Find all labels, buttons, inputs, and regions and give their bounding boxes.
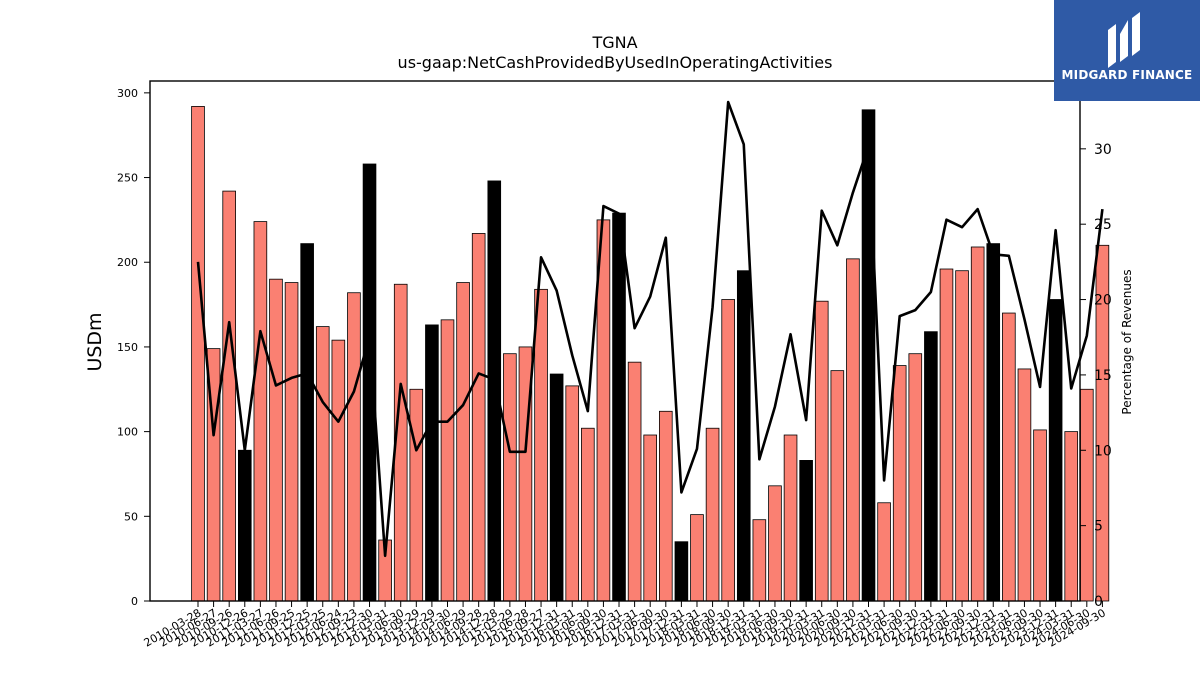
bar — [1017, 368, 1032, 602]
bar — [253, 221, 268, 602]
bar — [1002, 312, 1016, 602]
bar — [269, 278, 283, 602]
bar — [799, 460, 813, 602]
y2-tick-label: 20 — [1094, 293, 1112, 309]
chart-subtitle: us-gaap:NetCashProvidedByUsedInOperating… — [398, 53, 833, 72]
y-tick-label: 250 — [117, 172, 138, 185]
plot-frame — [149, 80, 1081, 602]
bar — [830, 370, 845, 602]
bar — [425, 324, 439, 602]
bar — [1033, 429, 1047, 602]
bar — [1048, 299, 1063, 602]
brand-logo: MIDGARD FINANCE — [1054, 0, 1200, 101]
bar — [331, 339, 346, 602]
bar — [877, 502, 891, 602]
y-tick-label: 0 — [131, 595, 138, 608]
chart-title: TGNA — [591, 33, 637, 52]
bar — [908, 353, 923, 602]
bar — [237, 449, 252, 602]
bar — [284, 282, 299, 602]
bar — [705, 427, 720, 602]
bar — [503, 353, 517, 602]
bar — [970, 246, 985, 602]
bar — [456, 282, 470, 602]
bar — [892, 365, 907, 602]
bar — [768, 485, 782, 602]
bar — [752, 519, 767, 602]
brand-name: MIDGARD FINANCE — [1061, 68, 1193, 82]
bar — [736, 270, 751, 602]
y2-tick-label: 30 — [1094, 142, 1112, 158]
bar — [690, 514, 704, 602]
y2-tick-label: 0 — [1094, 594, 1103, 610]
midgard-logo-icon — [1108, 12, 1140, 68]
bar — [861, 109, 876, 602]
bar — [222, 190, 236, 602]
bar — [955, 270, 969, 602]
bar — [939, 268, 954, 602]
bar — [924, 331, 938, 602]
bar — [674, 541, 689, 602]
bar — [315, 326, 330, 602]
bar — [565, 385, 580, 602]
y-axis-label: USDm — [84, 312, 106, 371]
y2-tick-label: 10 — [1094, 443, 1112, 459]
y2-tick-label: 15 — [1094, 368, 1112, 384]
y-tick-label: 100 — [117, 426, 138, 439]
y2-axis-label: Percentage of Revenues — [1120, 269, 1134, 414]
bar — [581, 427, 595, 602]
bar — [487, 180, 502, 602]
y2-tick-label: 25 — [1094, 217, 1112, 233]
bar — [814, 300, 829, 602]
y-tick-label: 150 — [117, 341, 138, 354]
y2-tick-label: 5 — [1094, 519, 1103, 535]
bar — [534, 288, 548, 602]
bar — [659, 410, 673, 602]
bar — [1064, 431, 1079, 602]
bar — [347, 292, 361, 602]
bar — [191, 106, 205, 602]
percentage-line-series — [196, 100, 1104, 558]
bar — [409, 388, 424, 602]
bar — [440, 319, 455, 602]
y-tick-label: 300 — [117, 87, 138, 100]
bar — [627, 361, 642, 602]
bar — [986, 243, 1001, 602]
bar — [549, 373, 564, 602]
bar — [471, 233, 486, 602]
bar — [300, 243, 314, 602]
bar — [721, 299, 735, 602]
bar — [783, 434, 798, 602]
y-tick-label: 50 — [124, 510, 138, 523]
bar — [1080, 388, 1094, 602]
axes: 0501001502002503000510152025302010-03-28… — [117, 80, 1112, 650]
bar — [643, 434, 657, 602]
bar — [846, 258, 860, 602]
bar-series — [191, 106, 1110, 602]
series-line — [196, 100, 1104, 558]
y-tick-label: 200 — [117, 256, 138, 269]
bar — [612, 212, 626, 602]
